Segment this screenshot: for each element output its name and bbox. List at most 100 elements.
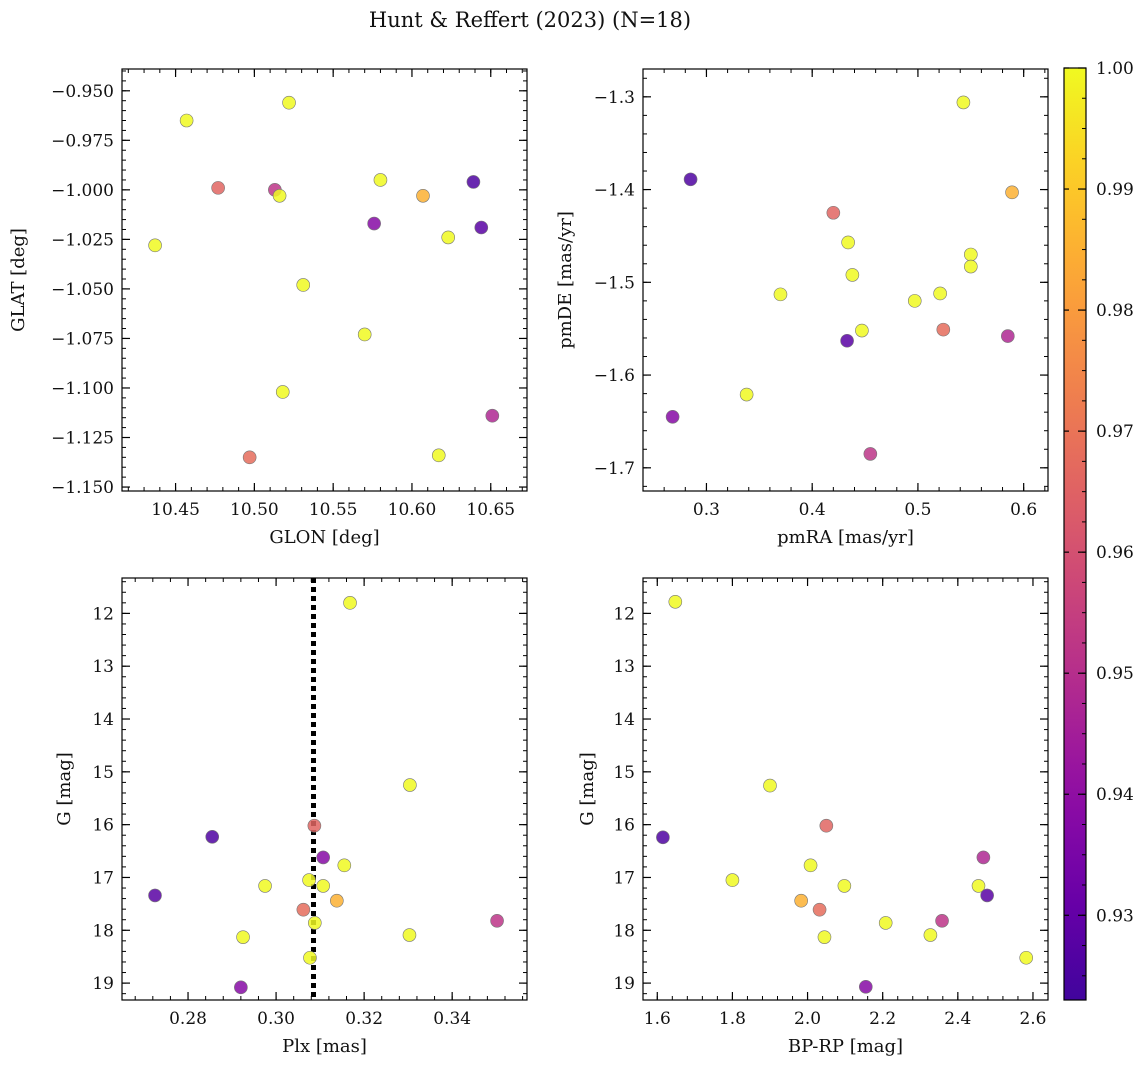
points [148, 596, 504, 995]
y-tick-label: −1.3 [594, 88, 635, 108]
data-point [1019, 950, 1034, 965]
data-point [840, 333, 854, 348]
colorbar-gradient [1063, 67, 1087, 1001]
x-axis-label: BP-RP [mag] [788, 1036, 903, 1057]
data-point [826, 205, 841, 220]
x-tick-label: 0.4 [799, 500, 826, 520]
axes-frame [121, 68, 528, 492]
data-point [330, 893, 344, 908]
y-axis-label: G [mag] [54, 752, 75, 825]
minor-ticks [122, 69, 527, 491]
x-tick-label: 10.65 [466, 500, 515, 520]
x-tick-label: 0.6 [1010, 500, 1037, 520]
data-point [837, 879, 852, 893]
data-point [858, 979, 873, 994]
data-point [316, 879, 330, 893]
data-point [357, 327, 372, 342]
y-tick-label: −1.4 [594, 181, 635, 201]
axes-frame [121, 577, 528, 1001]
data-point [308, 916, 322, 930]
y-tick-label: −1.150 [51, 478, 114, 498]
x-tick-label: 10.55 [309, 500, 358, 520]
data-point [668, 594, 683, 609]
y-tick-label: 19 [613, 974, 635, 994]
y-tick-label: −1.7 [594, 459, 635, 479]
x-tick-label: 0.32 [345, 1009, 383, 1029]
data-point [205, 829, 220, 844]
data-point [725, 873, 740, 887]
data-point [272, 188, 287, 203]
y-tick-label: 15 [613, 763, 635, 783]
y-tick-label: −1.5 [594, 273, 635, 293]
data-point [665, 410, 680, 424]
y-tick-label: 18 [613, 921, 635, 941]
data-point [878, 916, 893, 930]
x-tick-label: 2.0 [794, 1009, 821, 1029]
data-point [416, 188, 430, 203]
panel-3: 0.28 0.30 0.32 0.34 12 13 14 15 16 17 18 19 Plx [mas… [54, 577, 528, 1057]
data-point [403, 778, 417, 792]
data-point [964, 259, 978, 274]
data-point [179, 113, 194, 128]
data-point [923, 928, 938, 942]
colorbar-tick-label: 0.97 [1096, 422, 1134, 442]
panel-2: 0.3 0.4 0.5 0.6 −1.3 −1.4 −1.5 −1.6 −1.7 pmRA [ma… [555, 68, 1049, 548]
colorbar-tick-label: 0.95 [1096, 664, 1134, 684]
data-point [236, 930, 250, 944]
data-point [976, 850, 991, 865]
colorbar: 0.93 0.94 0.95 0.96 0.97 0.98 0.99 1.00 [1063, 59, 1134, 1001]
data-point [773, 287, 788, 302]
data-point [296, 902, 311, 917]
colorbar-tick-label: 0.96 [1096, 543, 1134, 563]
data-point [739, 387, 754, 402]
minor-ticks [122, 578, 527, 1000]
y-tick-label: −1.125 [51, 429, 114, 449]
axes-frame [642, 68, 1049, 492]
x-tick-label: 10.50 [230, 500, 279, 520]
x-tick-label: 0.30 [257, 1009, 295, 1029]
y-tick-label: 13 [92, 657, 114, 677]
y-tick-label: −1.000 [51, 181, 114, 201]
data-point [763, 778, 777, 793]
y-tick-label: 17 [613, 868, 635, 888]
points [148, 95, 500, 465]
y-tick-label: 12 [92, 604, 114, 624]
points [665, 95, 1019, 461]
x-tick-label: 0.3 [693, 500, 720, 520]
data-point [656, 830, 670, 845]
x-tick-label: 2.4 [944, 1009, 971, 1029]
x-tick-label: 10.60 [388, 500, 437, 520]
x-axis-label: Plx [mas] [282, 1036, 367, 1057]
x-tick-label: 0.28 [169, 1009, 207, 1029]
data-point [431, 448, 446, 463]
y-tick-label: −1.050 [51, 280, 114, 300]
data-point [302, 873, 316, 887]
data-point [841, 235, 855, 250]
data-point [316, 850, 330, 865]
data-point [683, 172, 698, 187]
data-point [466, 175, 481, 189]
x-axis-label: pmRA [mas/yr] [777, 527, 914, 548]
y-tick-label: 16 [613, 816, 635, 836]
x-tick-label: 0.5 [904, 500, 931, 520]
axes-frame [642, 577, 1049, 1001]
data-point [441, 230, 456, 245]
y-tick-label: 14 [92, 710, 114, 730]
data-point [373, 173, 388, 187]
data-point [343, 596, 357, 610]
data-point [845, 268, 860, 282]
y-tick-label: −1.025 [51, 230, 114, 250]
data-point [234, 980, 248, 995]
data-point [367, 216, 381, 231]
data-point [980, 888, 994, 903]
colorbar-tick-label: 0.99 [1096, 180, 1134, 200]
y-tick-label: 18 [92, 921, 114, 941]
points [656, 594, 1034, 994]
data-point [819, 818, 834, 833]
x-tick-label: 1.6 [644, 1009, 671, 1029]
data-point [307, 818, 322, 833]
panels: 10.45 10.50 10.55 10.60 10.65 −0.950 −0.975 −1.… [8, 68, 1049, 1057]
y-tick-label: 19 [92, 974, 114, 994]
y-tick-label: −0.950 [51, 82, 114, 102]
